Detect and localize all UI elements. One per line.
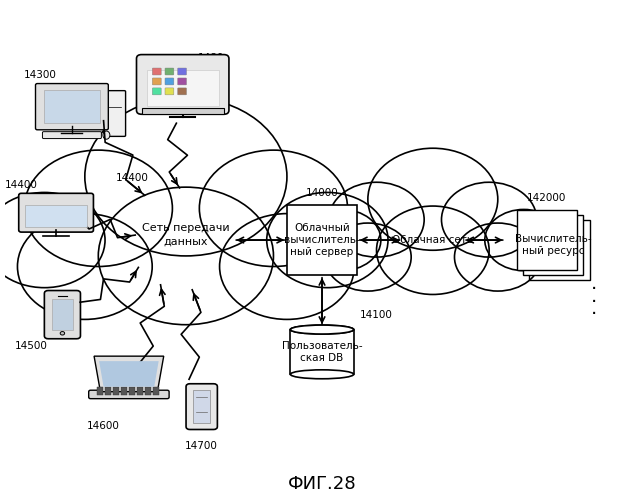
FancyBboxPatch shape bbox=[153, 387, 159, 394]
Text: 14300: 14300 bbox=[24, 70, 57, 81]
Text: Вычислитель-
ный ресурс: Вычислитель- ный ресурс bbox=[515, 234, 591, 256]
FancyBboxPatch shape bbox=[165, 78, 174, 85]
FancyBboxPatch shape bbox=[97, 387, 103, 394]
FancyBboxPatch shape bbox=[287, 205, 357, 275]
FancyBboxPatch shape bbox=[178, 68, 186, 75]
FancyBboxPatch shape bbox=[52, 299, 73, 330]
FancyBboxPatch shape bbox=[35, 84, 108, 130]
Circle shape bbox=[0, 192, 105, 288]
Text: ·: · bbox=[591, 305, 597, 324]
Text: Сеть передачи
данных: Сеть передачи данных bbox=[142, 224, 230, 246]
FancyBboxPatch shape bbox=[25, 205, 87, 227]
Circle shape bbox=[454, 223, 541, 291]
Text: 14400: 14400 bbox=[5, 180, 38, 190]
FancyBboxPatch shape bbox=[178, 88, 186, 95]
Polygon shape bbox=[291, 330, 354, 374]
Ellipse shape bbox=[291, 325, 354, 334]
FancyBboxPatch shape bbox=[165, 88, 174, 95]
FancyBboxPatch shape bbox=[19, 194, 93, 232]
Circle shape bbox=[24, 150, 172, 266]
Circle shape bbox=[376, 206, 489, 294]
FancyBboxPatch shape bbox=[152, 88, 161, 95]
Text: 14100: 14100 bbox=[360, 310, 393, 320]
FancyBboxPatch shape bbox=[104, 90, 125, 136]
FancyBboxPatch shape bbox=[193, 390, 211, 423]
Circle shape bbox=[60, 332, 65, 335]
Circle shape bbox=[303, 210, 381, 270]
Polygon shape bbox=[94, 356, 164, 392]
FancyBboxPatch shape bbox=[178, 78, 186, 85]
Text: 14700: 14700 bbox=[185, 441, 218, 451]
Ellipse shape bbox=[291, 370, 354, 379]
FancyBboxPatch shape bbox=[121, 387, 127, 394]
FancyBboxPatch shape bbox=[44, 290, 81, 339]
Text: ФИГ.28: ФИГ.28 bbox=[288, 474, 356, 492]
Text: 14500: 14500 bbox=[14, 342, 47, 351]
FancyBboxPatch shape bbox=[113, 387, 119, 394]
FancyBboxPatch shape bbox=[42, 132, 101, 138]
FancyBboxPatch shape bbox=[165, 68, 174, 75]
FancyBboxPatch shape bbox=[145, 387, 151, 394]
Text: 14000: 14000 bbox=[306, 188, 339, 198]
Text: 14600: 14600 bbox=[87, 421, 120, 431]
Text: Облачный
вычислитель-
ный сервер: Облачный вычислитель- ный сервер bbox=[284, 222, 360, 258]
FancyBboxPatch shape bbox=[137, 387, 143, 394]
Polygon shape bbox=[99, 361, 159, 386]
Circle shape bbox=[85, 97, 287, 256]
FancyBboxPatch shape bbox=[152, 68, 161, 75]
FancyBboxPatch shape bbox=[186, 384, 218, 430]
FancyBboxPatch shape bbox=[516, 210, 577, 270]
FancyBboxPatch shape bbox=[523, 215, 583, 275]
Text: Облачная сеть: Облачная сеть bbox=[392, 235, 474, 245]
Circle shape bbox=[324, 223, 411, 291]
FancyBboxPatch shape bbox=[147, 70, 219, 106]
FancyBboxPatch shape bbox=[105, 387, 111, 394]
FancyBboxPatch shape bbox=[136, 54, 229, 114]
FancyBboxPatch shape bbox=[529, 220, 589, 280]
Text: 1480: 1480 bbox=[198, 53, 225, 63]
Circle shape bbox=[484, 210, 563, 270]
FancyBboxPatch shape bbox=[89, 390, 169, 398]
FancyBboxPatch shape bbox=[129, 387, 135, 394]
Text: 142000: 142000 bbox=[527, 193, 566, 203]
Circle shape bbox=[267, 192, 388, 288]
FancyBboxPatch shape bbox=[141, 108, 224, 114]
Circle shape bbox=[329, 182, 424, 257]
Circle shape bbox=[17, 214, 152, 320]
Circle shape bbox=[368, 148, 498, 250]
FancyBboxPatch shape bbox=[44, 90, 100, 124]
Circle shape bbox=[220, 214, 355, 320]
Ellipse shape bbox=[103, 131, 110, 139]
Text: 14400: 14400 bbox=[116, 173, 148, 183]
Text: Пользователь-
ская DB: Пользователь- ская DB bbox=[282, 340, 362, 363]
Circle shape bbox=[442, 182, 537, 257]
FancyBboxPatch shape bbox=[152, 78, 161, 85]
Text: ·: · bbox=[591, 292, 597, 312]
Circle shape bbox=[199, 150, 348, 266]
Circle shape bbox=[99, 187, 273, 324]
Ellipse shape bbox=[291, 325, 354, 334]
Text: ·: · bbox=[591, 280, 597, 299]
